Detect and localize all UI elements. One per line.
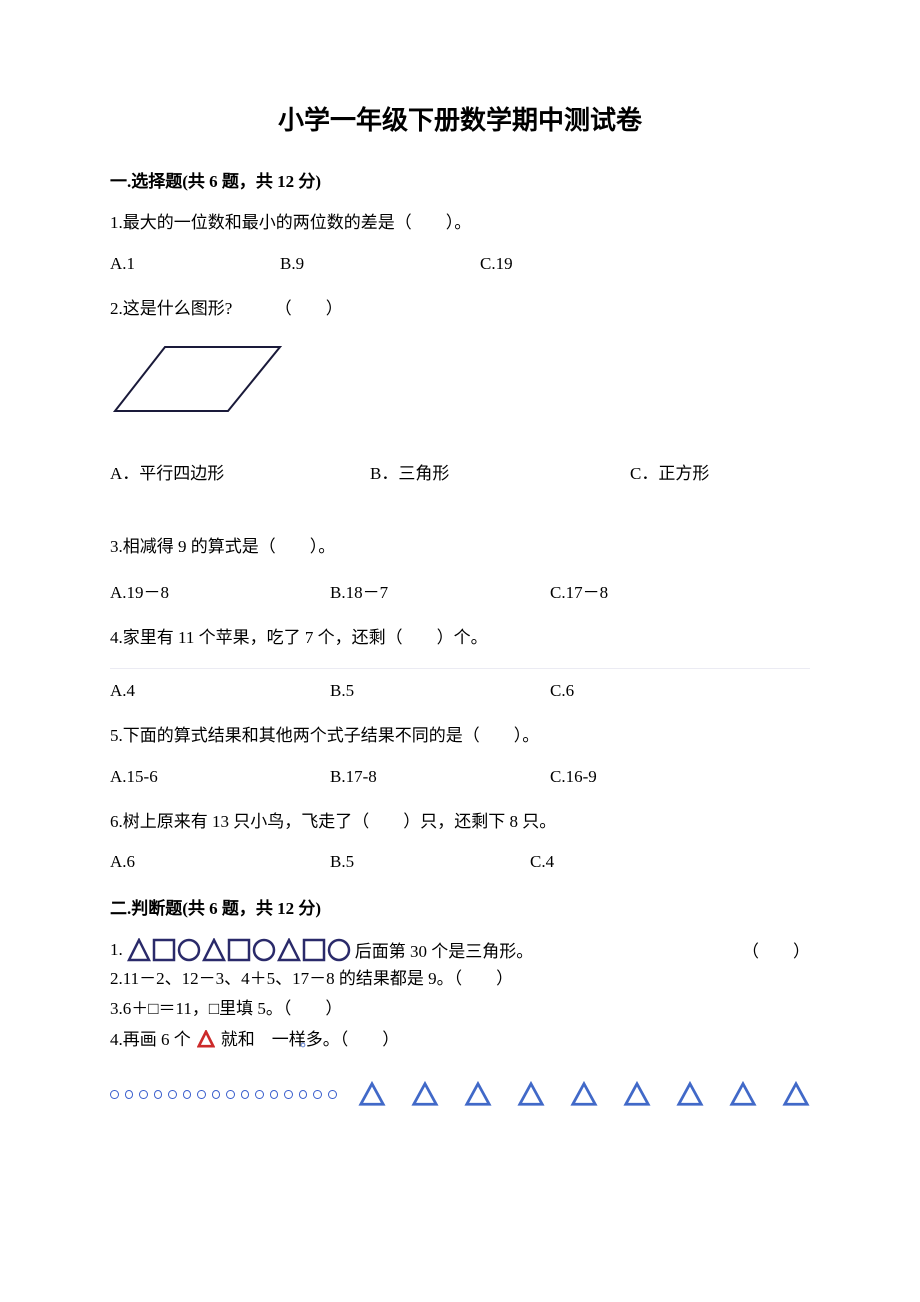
square-icon — [227, 938, 251, 962]
section1-heading: 一.选择题(共 6 题，共 12 分) — [110, 167, 810, 192]
q2-options: A．平行四边形 B．三角形 C．正方形 — [110, 459, 810, 484]
q3-text: 3.相减得 9 的算式是（ ）。 — [110, 534, 810, 560]
small-circle-icon — [241, 1090, 250, 1099]
small-circle-icon — [313, 1090, 322, 1099]
q1-opt-c: C.19 — [480, 254, 650, 274]
small-circle-icon — [212, 1090, 221, 1099]
q2-text: 2.这是什么图形? （ ） — [110, 296, 810, 322]
s2-q4-pre: 4.再画 6 个 — [110, 1025, 191, 1050]
q3-opt-b: B.18－7 — [330, 578, 550, 603]
q4-opt-b: B.5 — [330, 681, 550, 701]
small-circle-icon — [284, 1090, 293, 1099]
triangle-icon — [464, 1080, 492, 1108]
s2-q2: 2.11－2、12－3、4＋5、17－8 的结果都是 9。（ ） — [110, 966, 810, 992]
page-title: 小学一年级下册数学期中测试卷 — [110, 100, 810, 137]
q1-opt-b: B.9 — [280, 254, 480, 274]
q2-opt-c: C．正方形 — [630, 459, 800, 484]
s2-q1-text: 后面第 30 个是三角形。 — [355, 937, 742, 962]
triangle-icon — [277, 938, 301, 962]
triangle-icon — [517, 1080, 545, 1108]
parallelogram-icon — [110, 339, 290, 424]
circle-icon — [177, 938, 201, 962]
small-circle-icon — [255, 1090, 264, 1099]
q6-opt-c: C.4 — [530, 852, 554, 872]
q5-opt-b: B.17-8 — [330, 767, 550, 787]
divider — [110, 668, 810, 669]
q3-opt-a: A.19－8 — [110, 578, 330, 603]
small-circle-icon — [328, 1090, 337, 1099]
s2-q1-num: 1. — [110, 940, 123, 960]
red-triangle-icon — [197, 1027, 215, 1047]
q1-options: A.1 B.9 C.19 — [110, 254, 810, 274]
s2-q3: 3.6＋□＝11，□里填 5。（ ） — [110, 996, 810, 1022]
triangle-icon — [676, 1080, 704, 1108]
section2-heading: 二.判断题(共 6 题，共 12 分) — [110, 894, 810, 919]
triangle-icon — [782, 1080, 810, 1108]
triangle-icon — [411, 1080, 439, 1108]
q4-options: A.4 B.5 C.6 — [110, 681, 810, 701]
bottom-pattern-row — [110, 1080, 810, 1108]
triangle-icon — [623, 1080, 651, 1108]
parallelogram-figure — [110, 339, 810, 429]
q2-opt-a: A．平行四边形 — [110, 459, 370, 484]
s2-q4-mid: 就和 一样多。（ ） — [221, 1025, 400, 1050]
q4-opt-a: A.4 — [110, 681, 330, 701]
small-circle-icon — [125, 1090, 134, 1099]
triangle-icon — [127, 938, 151, 962]
square-icon — [152, 938, 176, 962]
triangle-icon — [202, 938, 226, 962]
q1-text: 1.最大的一位数和最小的两位数的差是（ ）。 — [110, 210, 810, 236]
s2-q1: 1. 后面第 30 个是三角形。 （ ） — [110, 937, 810, 962]
q6-opt-a: A.6 — [110, 852, 330, 872]
circle-icon — [252, 938, 276, 962]
triangle-icon — [729, 1080, 757, 1108]
small-circle-icon — [110, 1090, 119, 1099]
q4-text: 4.家里有 11 个苹果，吃了 7 个，还剩（ ）个。 — [110, 625, 810, 651]
small-circle-icon — [183, 1090, 192, 1099]
q6-text: 6.树上原来有 13 只小鸟，飞走了（ ）只，还剩下 8 只。 — [110, 809, 810, 835]
small-circle-icon — [154, 1090, 163, 1099]
small-circle-icon — [168, 1090, 177, 1099]
q3-opt-c: C.17－8 — [550, 578, 608, 603]
q5-options: A.15-6 B.17-8 C.16-9 — [110, 767, 810, 787]
q5-opt-a: A.15-6 — [110, 767, 330, 787]
q3-options: A.19－8 B.18－7 C.17－8 — [110, 578, 810, 603]
small-circle-icon — [139, 1090, 148, 1099]
q6-opt-b: B.5 — [330, 852, 530, 872]
square-icon — [302, 938, 326, 962]
q5-text: 5.下面的算式结果和其他两个式子结果不同的是（ ）。 — [110, 723, 810, 749]
triangle-icon — [358, 1080, 386, 1108]
q2-opt-b: B．三角形 — [370, 459, 630, 484]
small-circle-icon — [270, 1090, 279, 1099]
q6-options: A.6 B.5 C.4 — [110, 852, 810, 872]
q5-opt-c: C.16-9 — [550, 767, 597, 787]
small-circle-icon — [197, 1090, 206, 1099]
q4-opt-c: C.6 — [550, 681, 574, 701]
small-circle-icon — [226, 1090, 235, 1099]
triangle-icon — [570, 1080, 598, 1108]
small-circle-icon — [299, 1090, 308, 1099]
s2-q1-paren: （ ） — [742, 937, 810, 962]
q1-opt-a: A.1 — [110, 254, 280, 274]
circle-icon — [327, 938, 351, 962]
shape-pattern — [127, 938, 351, 962]
